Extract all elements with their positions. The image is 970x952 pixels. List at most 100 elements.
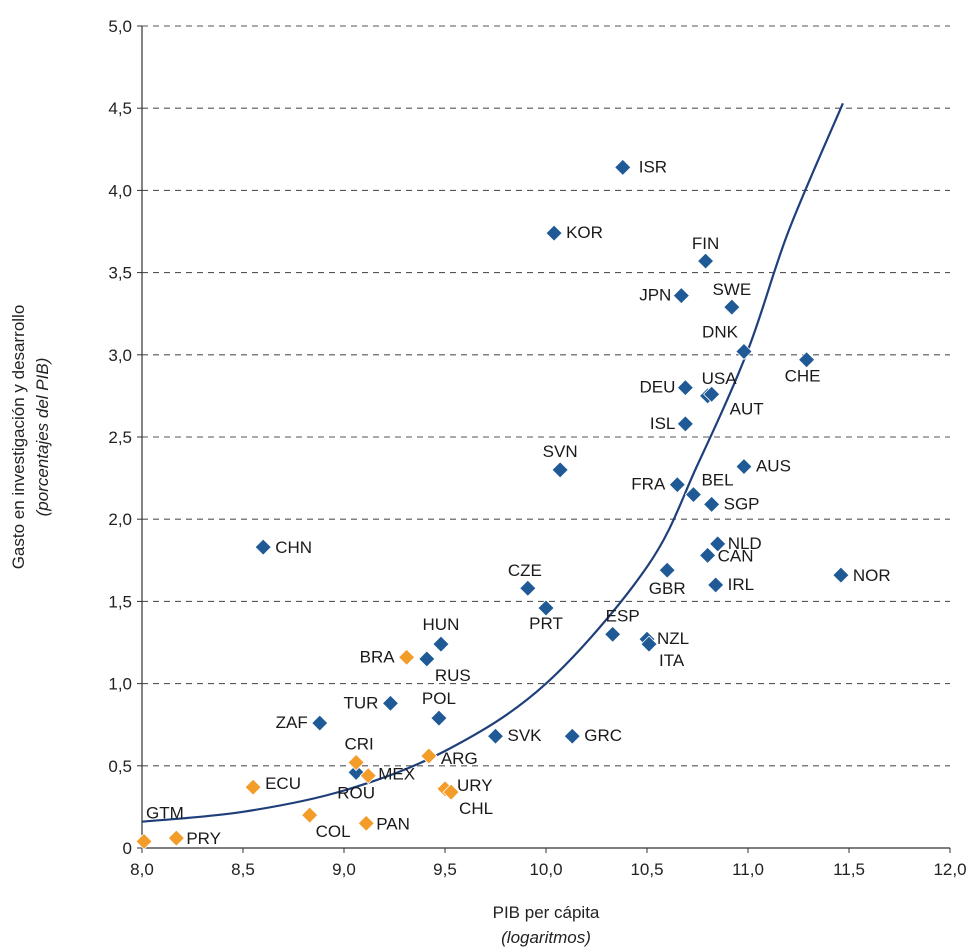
y-tick-label: 1,5 [108, 592, 132, 611]
point-label-rou: ROU [337, 783, 375, 802]
point-label-svn: SVN [543, 442, 578, 461]
x-tick-labels: 8,0 8,5 9,0 9,5 10,0 10,5 11,0 11,5 12,0 [130, 848, 967, 879]
point-fra [668, 476, 686, 494]
x-tick-label: 8,0 [130, 860, 154, 879]
point-label-svk: SVK [508, 726, 543, 745]
y-tick-label: 4,5 [108, 99, 132, 118]
point-nor [832, 566, 850, 584]
point-gbr [658, 561, 676, 579]
point-label-gtm: GTM [146, 803, 184, 822]
point-label-dnk: DNK [702, 323, 739, 342]
point-fin [697, 252, 715, 270]
x-tick-label: 9,0 [332, 860, 356, 879]
point-label-rus: RUS [435, 666, 471, 685]
point-pan [357, 814, 375, 832]
point-label-cri: CRI [344, 735, 373, 754]
x-tick-label: 11,5 [833, 860, 865, 879]
point-ita [640, 635, 658, 653]
y-tick-label: 5,0 [108, 17, 132, 36]
point-rou [347, 763, 365, 781]
point-label-esp: ESP [606, 606, 640, 625]
point-swe [723, 298, 741, 316]
point-svk [486, 727, 505, 745]
y-tick-label: 0 [123, 839, 132, 858]
point-label-pry: PRY [186, 829, 221, 848]
point-label-kor: KOR [566, 223, 603, 242]
point-label-chl: CHL [459, 799, 493, 818]
point-label-bra: BRA [360, 647, 396, 666]
point-label-aus: AUS [756, 457, 791, 476]
point-label-ury: URY [457, 776, 493, 795]
point-jpn [672, 287, 690, 305]
point-dnk [735, 342, 753, 361]
x-tick-label: 12,0 [933, 860, 966, 879]
point-label-gbr: GBR [649, 579, 686, 598]
point-deu [676, 379, 694, 397]
point-prt [537, 599, 555, 617]
point-label-grc: GRC [584, 726, 622, 745]
point-cze [519, 579, 537, 597]
point-label-usa: USA [702, 369, 738, 388]
point-label-irl: IRL [728, 575, 754, 594]
point-label-ecu: ECU [265, 774, 301, 793]
point-label-swe: SWE [712, 280, 751, 299]
trend-line [141, 102, 844, 823]
point-bel [684, 485, 703, 504]
point-cri [347, 753, 365, 772]
point-hun [432, 635, 450, 653]
point-irl [707, 576, 725, 594]
y-tick-label: 3,5 [108, 264, 132, 283]
point-label-fin: FIN [692, 234, 719, 253]
point-bra [398, 648, 416, 666]
point-pry [167, 829, 185, 847]
y-tick-label: 4,0 [108, 181, 132, 200]
point-label-col: COL [316, 822, 351, 841]
point-label-prt: PRT [529, 614, 563, 633]
point-pol [430, 709, 448, 727]
point-mex [359, 767, 377, 785]
point-arg [420, 747, 438, 765]
point-label-deu: DEU [639, 378, 675, 397]
point-che [798, 351, 816, 369]
point-sgp [703, 495, 721, 513]
point-can [699, 546, 717, 564]
y-tick-label: 1,0 [108, 675, 132, 694]
point-chn [254, 538, 272, 556]
point-ecu [244, 778, 262, 796]
point-label-chn: CHN [275, 538, 312, 557]
point-kor [545, 224, 563, 242]
x-tick-label: 10,5 [630, 860, 663, 879]
x-tick-label: 11,0 [732, 860, 764, 879]
x-tick-label: 8,5 [231, 860, 255, 879]
point-label-nld: NLD [728, 534, 762, 553]
point-label-pol: POL [422, 689, 456, 708]
point-label-ita: ITA [659, 651, 685, 670]
x-tick-label: 10,0 [529, 860, 562, 879]
point-label-pan: PAN [376, 814, 410, 833]
point-label-isl: ISL [650, 414, 676, 433]
y-tick-label: 0,5 [108, 757, 132, 776]
point-nld [709, 535, 727, 553]
point-isl [676, 415, 694, 433]
point-label-sgp: SGP [724, 494, 760, 513]
point-label-mex: MEX [378, 765, 415, 784]
y-tick-label: 2,5 [108, 428, 132, 447]
y-axis-title: Gasto en investigación y desarrollo [9, 305, 28, 570]
point-label-tur: TUR [344, 693, 379, 712]
point-rus [418, 650, 436, 668]
x-axis-title: PIB per cápita [493, 903, 600, 922]
x-tick-label: 9,5 [433, 860, 457, 879]
point-chl [442, 783, 460, 801]
point-tur [381, 694, 400, 712]
point-label-arg: ARG [441, 749, 478, 768]
point-label-nzl: NZL [657, 629, 689, 648]
point-esp [604, 625, 622, 643]
y-tick-label: 3,0 [108, 346, 132, 365]
point-label-nor: NOR [853, 566, 891, 585]
point-svn [551, 461, 569, 479]
point-label-isr: ISR [639, 157, 667, 176]
point-labels: ISR KOR FIN JPN SWE DNK CHE DEU USA AUT ISL SVN AUS F… [146, 157, 891, 848]
point-label-bel: BEL [701, 471, 733, 490]
point-label-zaf: ZAF [276, 713, 308, 732]
